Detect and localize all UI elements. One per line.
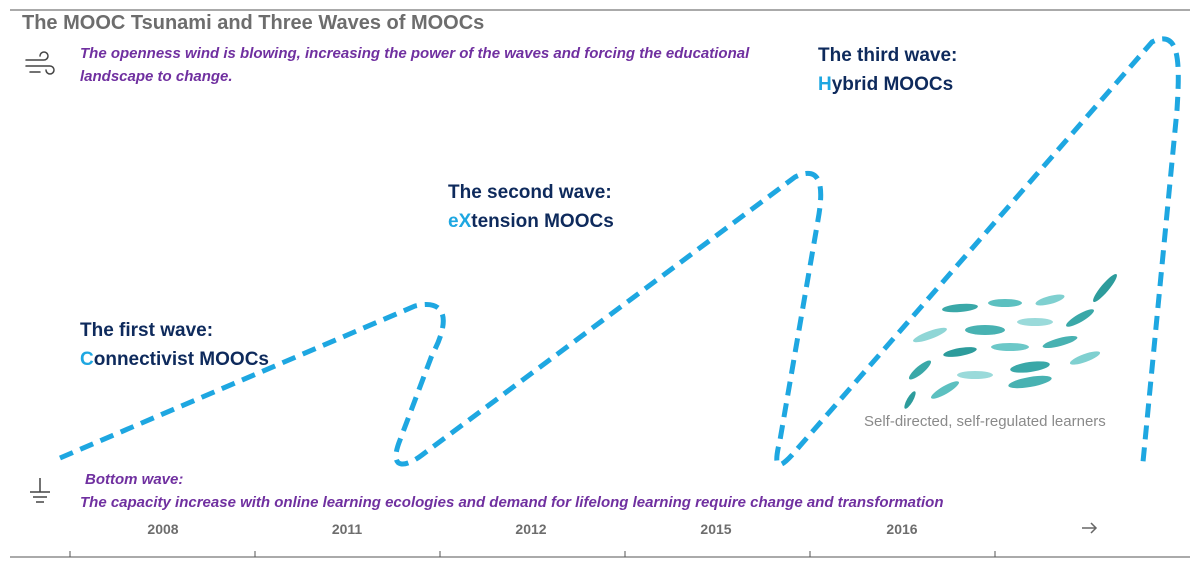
bottom-wave-heading: Bottom wave: [85, 471, 184, 488]
year: 2015 [700, 521, 732, 537]
wave-heading: The first wave: [80, 320, 214, 341]
year: 2011 [331, 521, 363, 537]
year: 2008 [147, 521, 179, 537]
fish-school [904, 273, 1117, 409]
wave-initial: H [818, 74, 832, 95]
year: 2012 [515, 521, 547, 537]
learners-label: Self-directed, self-regulated learners [864, 413, 1106, 430]
wave-initial: eX [448, 211, 472, 232]
wave-name: eXtension MOOCs [448, 207, 614, 236]
bottom-wave-text: The capacity increase with online learni… [80, 494, 944, 511]
timeline-ticks [69, 551, 996, 557]
wave-line [59, 36, 1181, 467]
wave-heading: The second wave: [448, 182, 612, 203]
wave-name: Hybrid MOOCs [818, 70, 957, 99]
wind-note: The openness wind is blowing, increasing… [80, 45, 750, 85]
wave-label: The second wave: eXtension MOOCs [448, 178, 614, 236]
wave-name: Connectivist MOOCs [80, 345, 269, 374]
wave-rest: onnectivist MOOCs [93, 349, 269, 370]
wave-heading: The third wave: [818, 45, 958, 66]
ground-icon [30, 478, 50, 503]
wave-rest: tension MOOCs [471, 211, 614, 232]
arrow-icon [1082, 522, 1098, 534]
wind-icon [25, 51, 55, 75]
wave-rest: ybrid MOOCs [831, 74, 954, 95]
wave-label: The third wave: Hybrid MOOCs [818, 41, 957, 99]
title: The MOOC Tsunami and Three Waves of MOOC… [22, 12, 485, 34]
wave-initial: C [80, 349, 94, 370]
wave-label: The first wave: Connectivist MOOCs [80, 316, 269, 374]
year: 2016 [886, 521, 918, 537]
